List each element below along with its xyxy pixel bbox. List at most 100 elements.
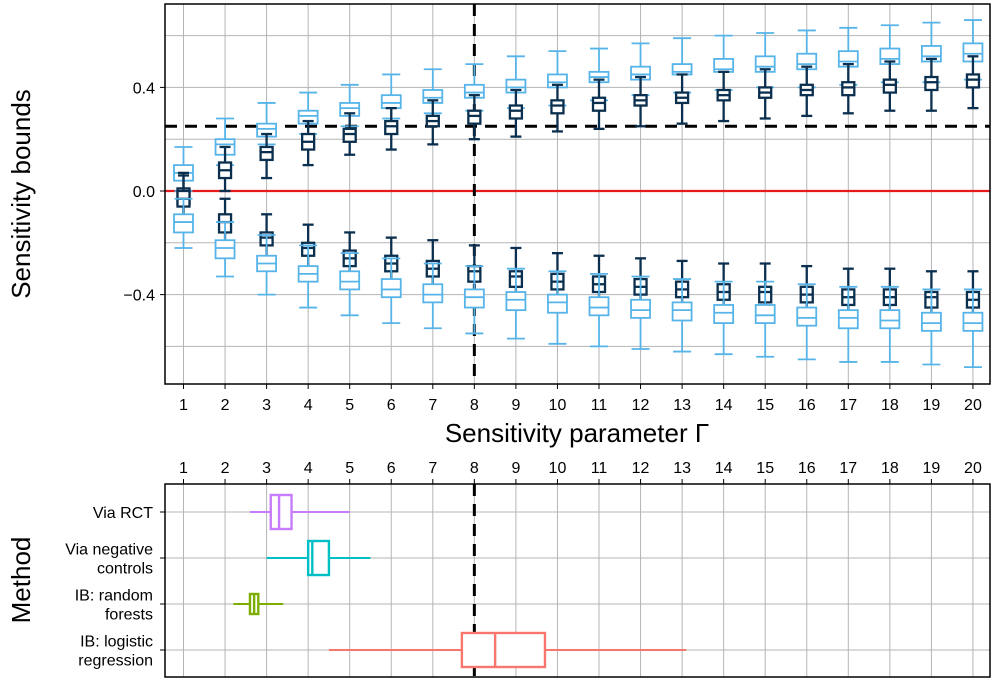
top-x-tick-label: 17 <box>839 397 857 414</box>
boxplot-dark-upper <box>300 119 316 167</box>
top-x-tick-label: 13 <box>673 397 691 414</box>
method-boxplot <box>249 493 350 531</box>
top-plot-frame <box>164 3 991 385</box>
boxplot-light-lower <box>339 252 361 317</box>
box-body <box>713 304 735 324</box>
top-x-tick-label: 8 <box>470 397 479 414</box>
bottom-x-tick-label: 3 <box>262 460 271 477</box>
box-body <box>547 293 568 314</box>
top-x-tick-label: 19 <box>923 397 941 414</box>
bottom-plot-frame <box>164 483 991 678</box>
box-body <box>380 94 402 110</box>
top-x-tick-label: 6 <box>387 397 396 414</box>
bottom-x-tick-label: 9 <box>511 460 520 477</box>
method-label: Via RCT <box>93 505 153 522</box>
bottom-y-axis-title: Method <box>6 537 36 624</box>
method-boxplot <box>328 631 687 669</box>
top-x-tick-label: 9 <box>511 397 520 414</box>
box-body <box>841 81 856 97</box>
boxplot-dark-upper <box>882 60 897 112</box>
boxplot-light-lower <box>173 197 194 249</box>
box-body <box>342 127 357 143</box>
boxplot-dark-upper <box>467 94 482 141</box>
bottom-x-tick-label: 19 <box>923 460 941 477</box>
boxplot-dark-upper <box>425 99 440 146</box>
box-body <box>339 270 361 291</box>
box-body <box>508 104 524 120</box>
bottom-x-tick-label: 20 <box>964 460 982 477</box>
box-body <box>384 119 399 136</box>
bottom-x-tick-label: 18 <box>881 460 899 477</box>
top-x-axis-title: Sensitivity parameter Γ <box>445 418 709 448</box>
top-panel: 1 2 3 4 5 6 7 8 9 10 11 12 13 14 15 16 17 18 19 200.40.0−0.… <box>6 3 991 448</box>
box-body <box>173 213 194 234</box>
method-box-body <box>269 493 293 531</box>
box-body <box>671 63 693 76</box>
bottom-plot-area <box>165 484 990 677</box>
boxplot-light-lower <box>630 275 651 350</box>
top-x-tick-label: 5 <box>345 397 354 414</box>
boxplot-dark-upper <box>342 112 357 156</box>
top-y-tick-label: 0.0 <box>133 184 155 201</box>
boxplot-dark-upper <box>674 73 690 125</box>
box-body <box>962 311 984 332</box>
top-y-axis-title: Sensitivity bounds <box>6 89 36 299</box>
top-x-tick-label: 18 <box>881 397 899 414</box>
boxplot-dark-upper <box>841 62 856 115</box>
method-label: IB: logistic <box>80 634 153 651</box>
bottom-x-tick-label: 11 <box>591 460 608 477</box>
box-body <box>214 239 236 260</box>
top-x-tick-label: 12 <box>632 397 650 414</box>
box-body <box>879 309 901 330</box>
boxplot-dark-upper <box>508 88 524 138</box>
top-x-tick-label: 10 <box>549 397 567 414</box>
box-body <box>965 73 981 89</box>
bottom-x-tick-label: 16 <box>798 460 816 477</box>
box-body <box>588 296 610 317</box>
boxplot-light-lower <box>921 288 942 366</box>
box-body <box>467 109 482 125</box>
boxplot-light-lower <box>796 283 818 361</box>
boxplot-dark-upper <box>591 78 607 130</box>
box-body <box>422 283 444 304</box>
boxplot-dark-upper <box>965 55 981 110</box>
boxplot-light-lower <box>297 244 319 309</box>
boxplot-light-lower <box>256 234 278 296</box>
method-boxplot <box>233 592 284 616</box>
top-x-tick-label: 20 <box>964 397 982 414</box>
top-x-tick-label: 2 <box>221 397 230 414</box>
bottom-x-tick-label: 15 <box>756 460 774 477</box>
boxplot-light-lower <box>505 267 527 340</box>
boxplot-light-lower <box>214 221 236 278</box>
boxplot-dark-upper <box>924 57 939 112</box>
box-body <box>505 291 527 312</box>
box-body <box>550 99 565 115</box>
boxplot-dark-upper <box>550 83 565 133</box>
boxplot-light-lower <box>754 280 776 358</box>
bottom-x-tick-label: 12 <box>632 460 650 477</box>
top-y-tick-label: 0.4 <box>133 80 155 97</box>
boxplot-dark-upper <box>384 106 399 151</box>
method-label: Via negative <box>65 542 153 559</box>
bottom-x-tick-label: 7 <box>428 460 437 477</box>
method-label: IB: random <box>75 588 153 605</box>
box-body <box>591 96 607 112</box>
box-body <box>921 311 942 332</box>
top-x-tick-label: 16 <box>798 397 816 414</box>
bottom-x-tick-label: 17 <box>839 460 857 477</box>
box-body <box>630 298 651 319</box>
top-x-tick-label: 4 <box>304 397 313 414</box>
method-label: forests <box>105 607 153 624</box>
boxplot-light-lower <box>879 285 901 363</box>
method-box-body <box>460 631 547 669</box>
method-boxplot <box>266 539 371 577</box>
boxplot-light-lower <box>380 257 402 324</box>
box-body <box>463 288 485 309</box>
boxplot-light-lower <box>962 288 984 369</box>
box-body <box>882 78 897 94</box>
top-plot-area <box>165 4 990 384</box>
boxplot-dark-upper <box>758 68 773 120</box>
boxplot-dark-upper <box>259 132 274 180</box>
top-x-tick-label: 15 <box>756 397 774 414</box>
